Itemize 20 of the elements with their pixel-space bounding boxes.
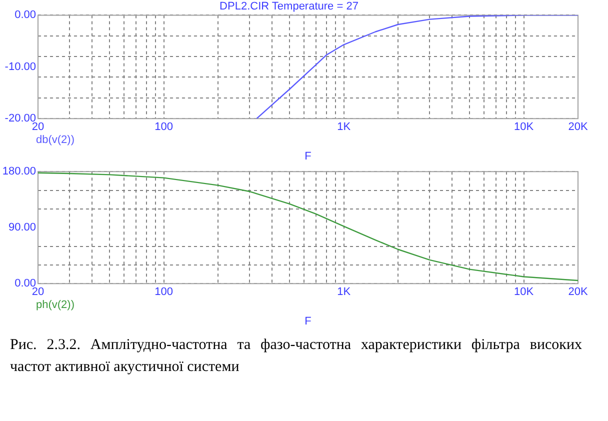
chart-title: DPL2.CIR Temperature = 27 [220,0,358,13]
text: db(v(2)) [36,134,75,146]
y-tick-label: -10.00 [4,60,36,73]
y-tick-label: 180.00 [2,166,36,178]
x-tick-label: 1K [337,121,352,134]
x-axis-title: F [304,315,312,328]
x-tick-label: 10K [514,286,534,298]
x-tick-label: 20 [32,121,44,134]
x-tick-label: 20 [32,286,44,298]
x-tick-label: 10K [514,121,534,134]
x-tick-label: 20K [568,286,588,298]
x-tick-label: 100 [154,121,173,134]
x-tick-label: 100 [154,286,173,298]
x-tick-label: 20K [568,121,588,134]
text: ph(v(2)) [36,299,75,312]
text: Рис. 2.3.2. Амплітудно-частотна та фазо-частотна характеристики фільтра високих частот активної акустичної системи [9,336,583,377]
x-tick-label: 1K [337,286,352,298]
y-tick-label: 90.00 [8,222,36,234]
x-axis-title: F [304,150,312,162]
y-tick-label: 0.00 [14,9,36,22]
